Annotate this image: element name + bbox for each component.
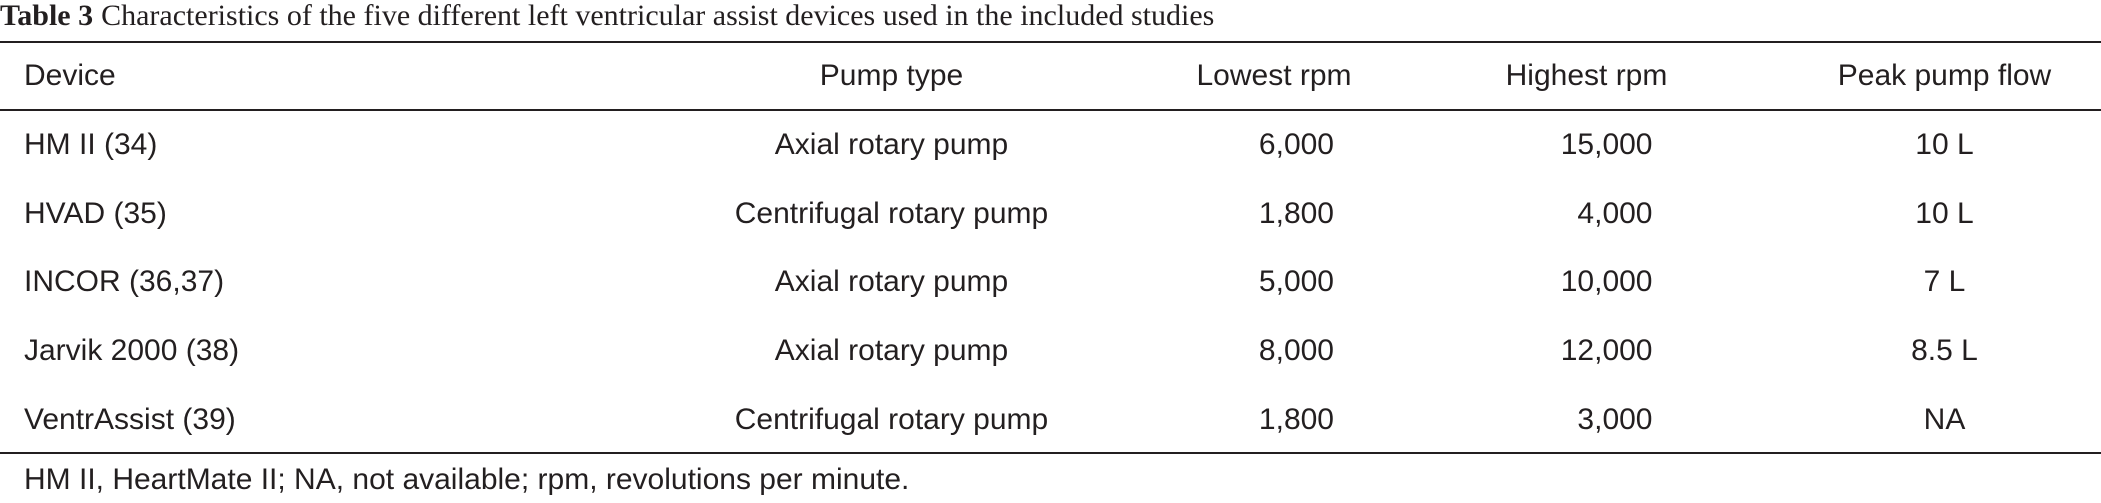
cell-highest-rpm: 12,000 [1560, 334, 1653, 368]
cell-lowest-rpm: 8,000 [1258, 334, 1334, 368]
table-row: INCOR (36,37) Axial rotary pump 5,000 10… [0, 248, 2101, 317]
cell-highest-rpm: 4,000 [1577, 196, 1653, 230]
table-footnote: HM II, HeartMate II; NA, not available; … [24, 463, 910, 496]
header-device: Device [24, 59, 116, 92]
cell-device: HM II (34) [24, 128, 158, 162]
header-pump-type: Pump type [819, 59, 964, 92]
header-rule [0, 109, 2101, 111]
table-row: HM II (34) Axial rotary pump 6,000 15,00… [0, 111, 2101, 180]
cell-highest-rpm: 3,000 [1577, 402, 1653, 436]
header-row: Device Pump type Lowest rpm Highest rpm … [0, 43, 2101, 111]
cell-device: HVAD (35) [24, 196, 167, 230]
table-caption-label: Table 3 [0, 0, 94, 32]
cell-peak-flow: NA [1923, 402, 1966, 436]
cell-peak-flow: 10 L [1915, 196, 1974, 230]
header-peak-flow: Peak pump flow [1837, 59, 2052, 92]
table-row: HVAD (35) Centrifugal rotary pump 1,800 … [0, 180, 2101, 249]
cell-pump-type: Axial rotary pump [774, 265, 1009, 299]
device-table: Device Pump type Lowest rpm Highest rpm … [0, 43, 2101, 454]
header-lowest-rpm: Lowest rpm [1196, 59, 1352, 92]
bottom-rule [0, 452, 2101, 454]
cell-peak-flow: 10 L [1915, 128, 1974, 162]
cell-highest-rpm: 15,000 [1560, 128, 1653, 162]
cell-pump-type: Axial rotary pump [774, 128, 1009, 162]
header-highest-rpm: Highest rpm [1505, 59, 1668, 92]
cell-peak-flow: 7 L [1923, 265, 1966, 299]
cell-pump-type: Centrifugal rotary pump [734, 402, 1049, 436]
top-rule [0, 41, 2101, 43]
cell-lowest-rpm: 1,800 [1258, 196, 1334, 230]
cell-peak-flow: 8.5 L [1911, 334, 1978, 368]
cell-lowest-rpm: 1,800 [1258, 402, 1334, 436]
cell-device: Jarvik 2000 (38) [24, 334, 240, 368]
table-caption: Table 3 Characteristics of the five diffe… [0, 0, 1214, 36]
cell-pump-type: Axial rotary pump [774, 334, 1009, 368]
table-caption-text: Characteristics of the five different le… [101, 0, 1215, 32]
cell-device: VentrAssist (39) [24, 402, 236, 436]
cell-pump-type: Centrifugal rotary pump [734, 196, 1049, 230]
cell-highest-rpm: 10,000 [1560, 265, 1653, 299]
table-row: VentrAssist (39) Centrifugal rotary pump… [0, 385, 2101, 454]
cell-device: INCOR (36,37) [24, 265, 225, 299]
cell-lowest-rpm: 6,000 [1258, 128, 1334, 162]
table-row: Jarvik 2000 (38) Axial rotary pump 8,000… [0, 317, 2101, 386]
cell-lowest-rpm: 5,000 [1258, 265, 1334, 299]
